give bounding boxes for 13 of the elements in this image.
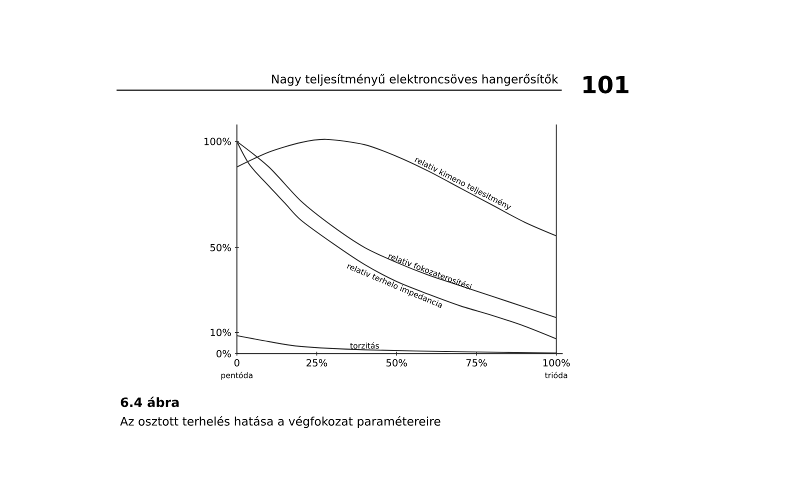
x-tick-label: 0: [234, 359, 240, 366]
y-tick-label: 100%: [204, 138, 231, 146]
x-tick-label: 75%: [466, 359, 487, 366]
text: Nagy teljesítményű elektroncsöves hangerősítők: [272, 74, 558, 86]
text: 101: [584, 76, 628, 94]
y-tick-label: 10%: [210, 328, 231, 336]
y-tick-label: 0%: [216, 350, 231, 358]
x-tick-label: 50%: [386, 359, 407, 366]
y-tick-label: 50%: [210, 244, 231, 252]
x-tick-label: 25%: [306, 359, 328, 366]
text: Az osztott terhelés hatása a végfokozat paramétereire: [120, 416, 440, 428]
text: 6.4 ábra: [120, 396, 179, 408]
x-tick-label: 100%: [543, 359, 570, 366]
